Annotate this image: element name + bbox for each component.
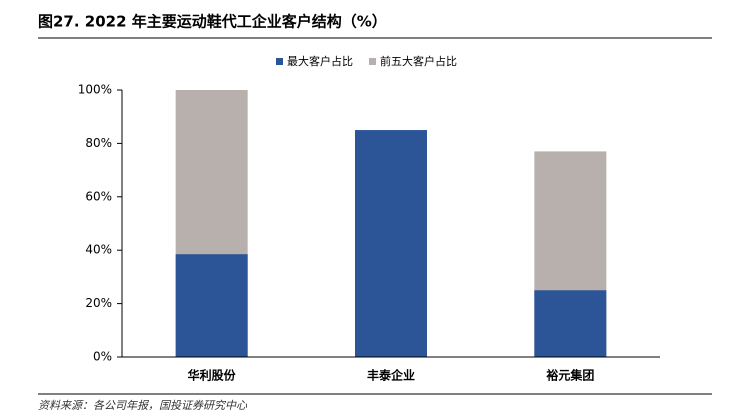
y-tick-label: 60% xyxy=(85,189,112,203)
x-tick-label: 丰泰企业 xyxy=(367,368,415,383)
x-tick-label: 裕元集团 xyxy=(545,368,594,383)
bar xyxy=(355,130,427,357)
x-tick-label: 华利股份 xyxy=(188,368,237,383)
y-tick-label: 20% xyxy=(85,296,112,310)
legend-label: 最大客户占比 xyxy=(287,54,353,68)
y-tick-label: 100% xyxy=(78,83,112,97)
bar xyxy=(175,254,248,357)
chart-title: 图27. 2022 年主要运动鞋代工企业客户结构（%） xyxy=(38,13,387,31)
y-tick-label: 80% xyxy=(85,136,112,150)
y-tick-label: 0% xyxy=(93,350,112,364)
legend-swatch xyxy=(276,58,283,65)
bar xyxy=(534,290,607,357)
y-tick-label: 40% xyxy=(85,243,112,257)
legend-swatch xyxy=(369,58,376,65)
legend-label: 前五大客户占比 xyxy=(380,54,457,68)
source-note: 资料来源：各公司年报，国投证券研究中心 xyxy=(38,399,248,412)
